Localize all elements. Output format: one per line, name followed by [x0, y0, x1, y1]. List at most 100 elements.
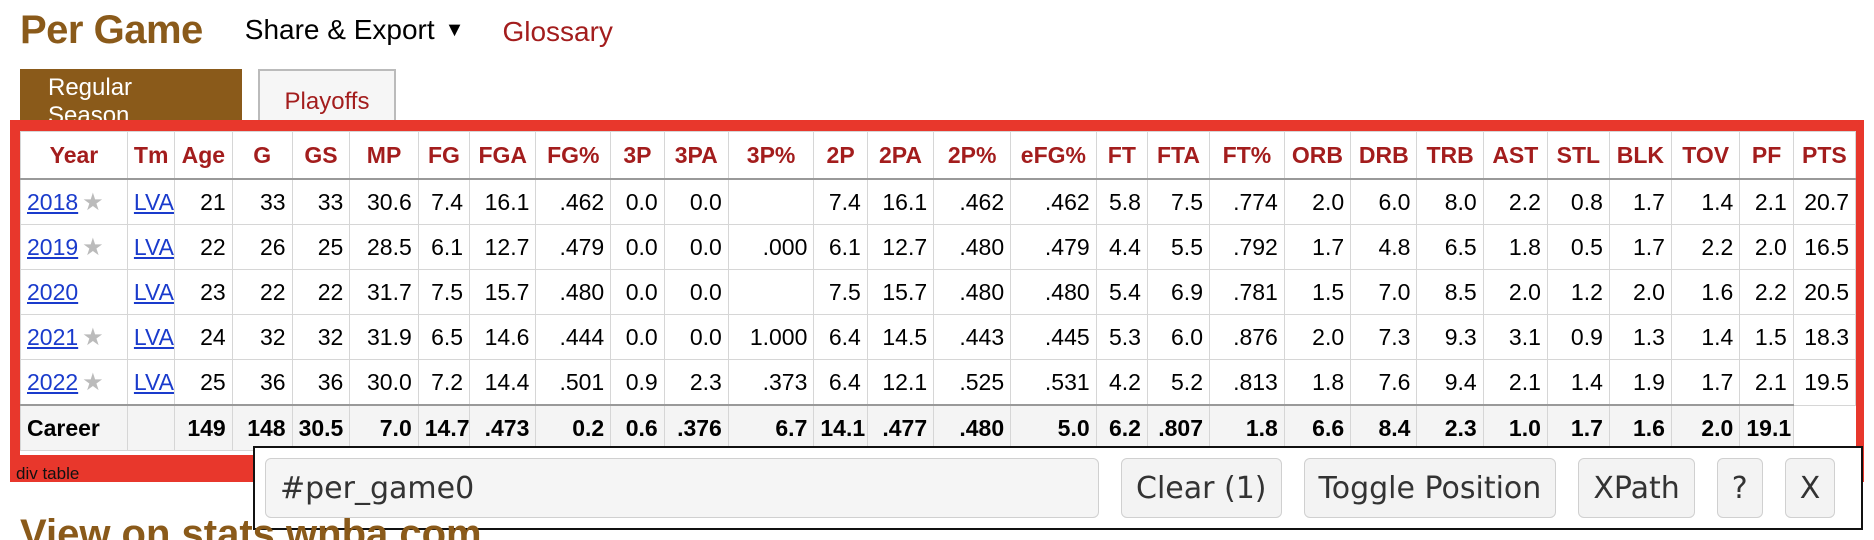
column-header-mp[interactable]: MP — [349, 131, 419, 180]
page-title: Per Game — [20, 7, 203, 52]
table-row: 2021 ★ LVA 24 32 32 31.9 6.5 14.6.444 0.0 0.0 1.000… — [20, 314, 1856, 360]
stat-cell: 23 — [173, 269, 233, 315]
share-export-label: Share & Export — [244, 14, 435, 45]
column-header-fga[interactable]: FGA — [469, 131, 537, 180]
year-link[interactable]: 2018 — [27, 188, 79, 215]
stat-cell: 6.0 — [1350, 178, 1418, 225]
column-header-ft[interactable]: FT — [1095, 131, 1148, 180]
help-button[interactable]: ? — [1716, 458, 1763, 518]
glossary-link[interactable]: Glossary — [502, 16, 613, 47]
stat-cell: 2.2 — [1739, 269, 1794, 315]
stat-cell: 2.2 — [1670, 224, 1741, 270]
year-link[interactable]: 2021 — [27, 323, 79, 350]
career-stat-cell: 8.4 — [1350, 404, 1418, 451]
column-header-2pa[interactable]: 2PA — [866, 131, 935, 180]
column-header-fg[interactable]: FG — [417, 131, 471, 180]
column-header-ast[interactable]: AST — [1482, 131, 1548, 180]
career-stat-cell: 0.6 — [610, 404, 665, 451]
column-header-fg-pct[interactable]: FG% — [535, 131, 612, 180]
team-link[interactable]: LVA — [133, 278, 174, 305]
stat-cell: 2.0 — [1283, 314, 1352, 360]
column-header-year[interactable]: Year — [20, 131, 128, 180]
xpath-button[interactable]: XPath — [1578, 458, 1695, 518]
column-header-tm[interactable]: Tm — [126, 131, 175, 180]
stat-cell: 33 — [291, 178, 351, 225]
column-header-pts[interactable]: PTS — [1792, 131, 1856, 180]
stat-cell: 6.5 — [417, 314, 471, 360]
stat-cell — [727, 269, 815, 315]
column-header-2p-pct[interactable]: 2P% — [933, 131, 1012, 180]
stat-cell: 7.4 — [417, 178, 471, 225]
stat-cell: .792 — [1209, 224, 1285, 270]
column-header-g[interactable]: G — [231, 131, 293, 180]
css-selector-input[interactable] — [265, 458, 1099, 518]
stat-cell: 7.0 — [1350, 269, 1418, 315]
stat-cell: 0.0 — [610, 314, 665, 360]
stat-cell: .479 — [535, 224, 612, 270]
share-export-menu[interactable]: Share & Export ▼ — [245, 14, 465, 46]
stat-cell: .445 — [1010, 314, 1097, 360]
year-link[interactable]: 2019 — [27, 233, 79, 260]
team-link[interactable]: LVA — [133, 368, 174, 395]
column-header-trb[interactable]: TRB — [1416, 131, 1484, 180]
column-header-blk[interactable]: BLK — [1608, 131, 1672, 180]
stat-cell: 1.4 — [1670, 178, 1741, 225]
selector-inspector-bar: Clear (1) Toggle Position XPath ? X — [253, 446, 1863, 530]
stat-cell: 0.0 — [663, 269, 729, 315]
career-stat-cell: 1.7 — [1546, 404, 1610, 451]
column-header-stl[interactable]: STL — [1546, 131, 1610, 180]
stat-cell: 21 — [173, 178, 233, 225]
team-cell: LVA — [126, 359, 175, 406]
stat-cell: .531 — [1010, 359, 1097, 406]
column-header-2p[interactable]: 2P — [813, 131, 868, 180]
stat-cell: 15.7 — [866, 269, 935, 315]
stat-cell: 22 — [173, 224, 233, 270]
stat-cell: 7.5 — [1146, 178, 1211, 225]
year-link[interactable]: 2022 — [27, 368, 79, 395]
clear-button[interactable]: Clear (1) — [1121, 458, 1282, 518]
star-icon: ★ — [82, 323, 104, 351]
next-section-heading: View on stats.wnba.com — [20, 512, 482, 540]
career-stat-cell: 5.0 — [1010, 404, 1097, 451]
career-stat-cell: 1.0 — [1482, 404, 1548, 451]
column-header-tov[interactable]: TOV — [1670, 131, 1741, 180]
per-game-table: Year Tm Age G GS MP FG FGA FG% 3P 3PA 3P% 2P 2PA 2P% eF… — [20, 131, 1856, 451]
stat-cell: 1.8 — [1482, 224, 1548, 270]
column-header-efg-pct[interactable]: eFG% — [1010, 131, 1097, 180]
stat-cell: 12.7 — [866, 224, 935, 270]
team-link[interactable]: LVA — [133, 323, 174, 350]
column-header-3p-pct[interactable]: 3P% — [727, 131, 815, 180]
table-row: 2020 LVA 23 22 22 31.7 7.5 15.7.480 0.0 0.0 7.5 15.… — [20, 269, 1856, 315]
column-header-age[interactable]: Age — [173, 131, 233, 180]
column-header-fta[interactable]: FTA — [1146, 131, 1211, 180]
stat-cell: 2.1 — [1482, 359, 1548, 406]
column-header-pf[interactable]: PF — [1739, 131, 1794, 180]
stat-cell: 1.9 — [1608, 359, 1672, 406]
year-link[interactable]: 2020 — [27, 278, 79, 305]
stat-cell: 1.3 — [1608, 314, 1672, 360]
toggle-position-button[interactable]: Toggle Position — [1303, 458, 1557, 518]
column-header-gs[interactable]: GS — [291, 131, 351, 180]
column-header-orb[interactable]: ORB — [1283, 131, 1352, 180]
column-header-3p[interactable]: 3P — [610, 131, 665, 180]
stat-cell: 1.4 — [1670, 314, 1741, 360]
close-button[interactable]: X — [1784, 458, 1836, 518]
stat-cell: 5.2 — [1146, 359, 1211, 406]
stat-cell: .480 — [933, 269, 1012, 315]
stat-cell: 0.0 — [610, 224, 665, 270]
stat-cell: 2.0 — [1608, 269, 1672, 315]
team-link[interactable]: LVA — [133, 188, 174, 215]
column-header-ft-pct[interactable]: FT% — [1209, 131, 1285, 180]
stat-cell: 6.5 — [1416, 224, 1484, 270]
stat-cell: .462 — [1010, 178, 1097, 225]
stat-cell: .525 — [933, 359, 1012, 406]
stat-cell: 6.4 — [813, 314, 868, 360]
column-header-drb[interactable]: DRB — [1350, 131, 1418, 180]
stat-cell: .813 — [1209, 359, 1285, 406]
table-row: 2018 ★ LVA 21 33 33 30.6 7.4 16.1.462 0.0 0.0 7.4 16… — [20, 178, 1856, 225]
stat-cell: 2.1 — [1739, 359, 1794, 406]
career-stat-cell: 1.6 — [1608, 404, 1672, 451]
stat-cell: 0.0 — [663, 314, 729, 360]
team-link[interactable]: LVA — [133, 233, 174, 260]
column-header-3pa[interactable]: 3PA — [663, 131, 729, 180]
